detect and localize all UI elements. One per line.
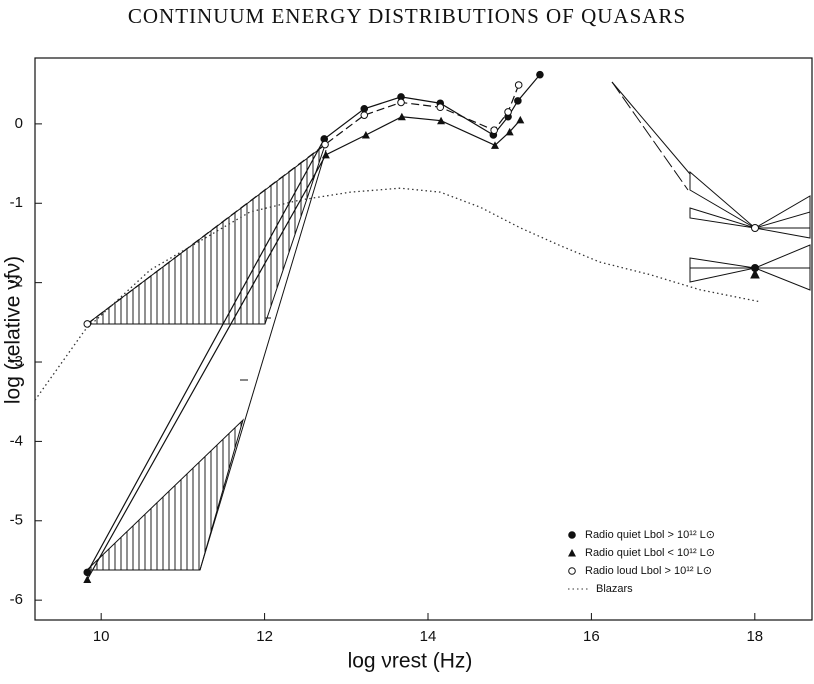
y-tick-label: -5 [10,512,23,529]
legend-label: Radio quiet Lbol < 10¹² L⊙ [585,547,715,559]
y-tick-label: -2 [10,274,23,291]
marker [321,150,330,159]
y-tick-label: -4 [10,432,23,449]
marker [490,126,498,135]
marker [361,130,370,139]
legend-label: Radio quiet Lbol > 10¹² L⊙ [585,529,715,541]
x-tick-label: 12 [256,628,273,645]
xray-bowties [611,81,811,291]
legend-label: Blazars [596,583,633,595]
marker [490,141,499,149]
y-tick-label: 0 [15,115,23,132]
marker [437,116,446,125]
marker [504,108,512,116]
marker [321,140,329,149]
y-tick-label: -1 [10,194,23,211]
marker [568,567,576,575]
x-tick-label: 14 [420,628,437,645]
marker [568,549,576,557]
marker [514,97,522,105]
marker [436,103,445,112]
plot-frame [34,57,813,621]
marker [360,105,369,113]
legend-label: Radio loud Lbol > 10¹² L⊙ [585,565,712,577]
marker [568,531,576,539]
x-tick-label: 18 [746,628,763,645]
marker [536,70,544,79]
marker [516,115,525,124]
marker [83,320,92,328]
marker [397,98,405,107]
y-axis-title: log (relative νfν) [2,256,25,404]
x-tick-label: 10 [93,628,110,645]
x-axis-title: log νrest (Hz) [348,650,473,673]
marker [360,111,369,119]
chart-title: CONTINUUM ENERGY DISTRIBUTIONS OF QUASAR… [128,4,686,28]
y-tick-label: -6 [10,591,23,608]
marker [514,81,523,89]
series-line [86,84,520,325]
marker [83,575,92,584]
marker [397,112,406,121]
x-tick-label: 16 [583,628,600,645]
y-tick-label: -3 [10,353,23,370]
series-line [34,187,760,401]
marker [505,127,514,136]
